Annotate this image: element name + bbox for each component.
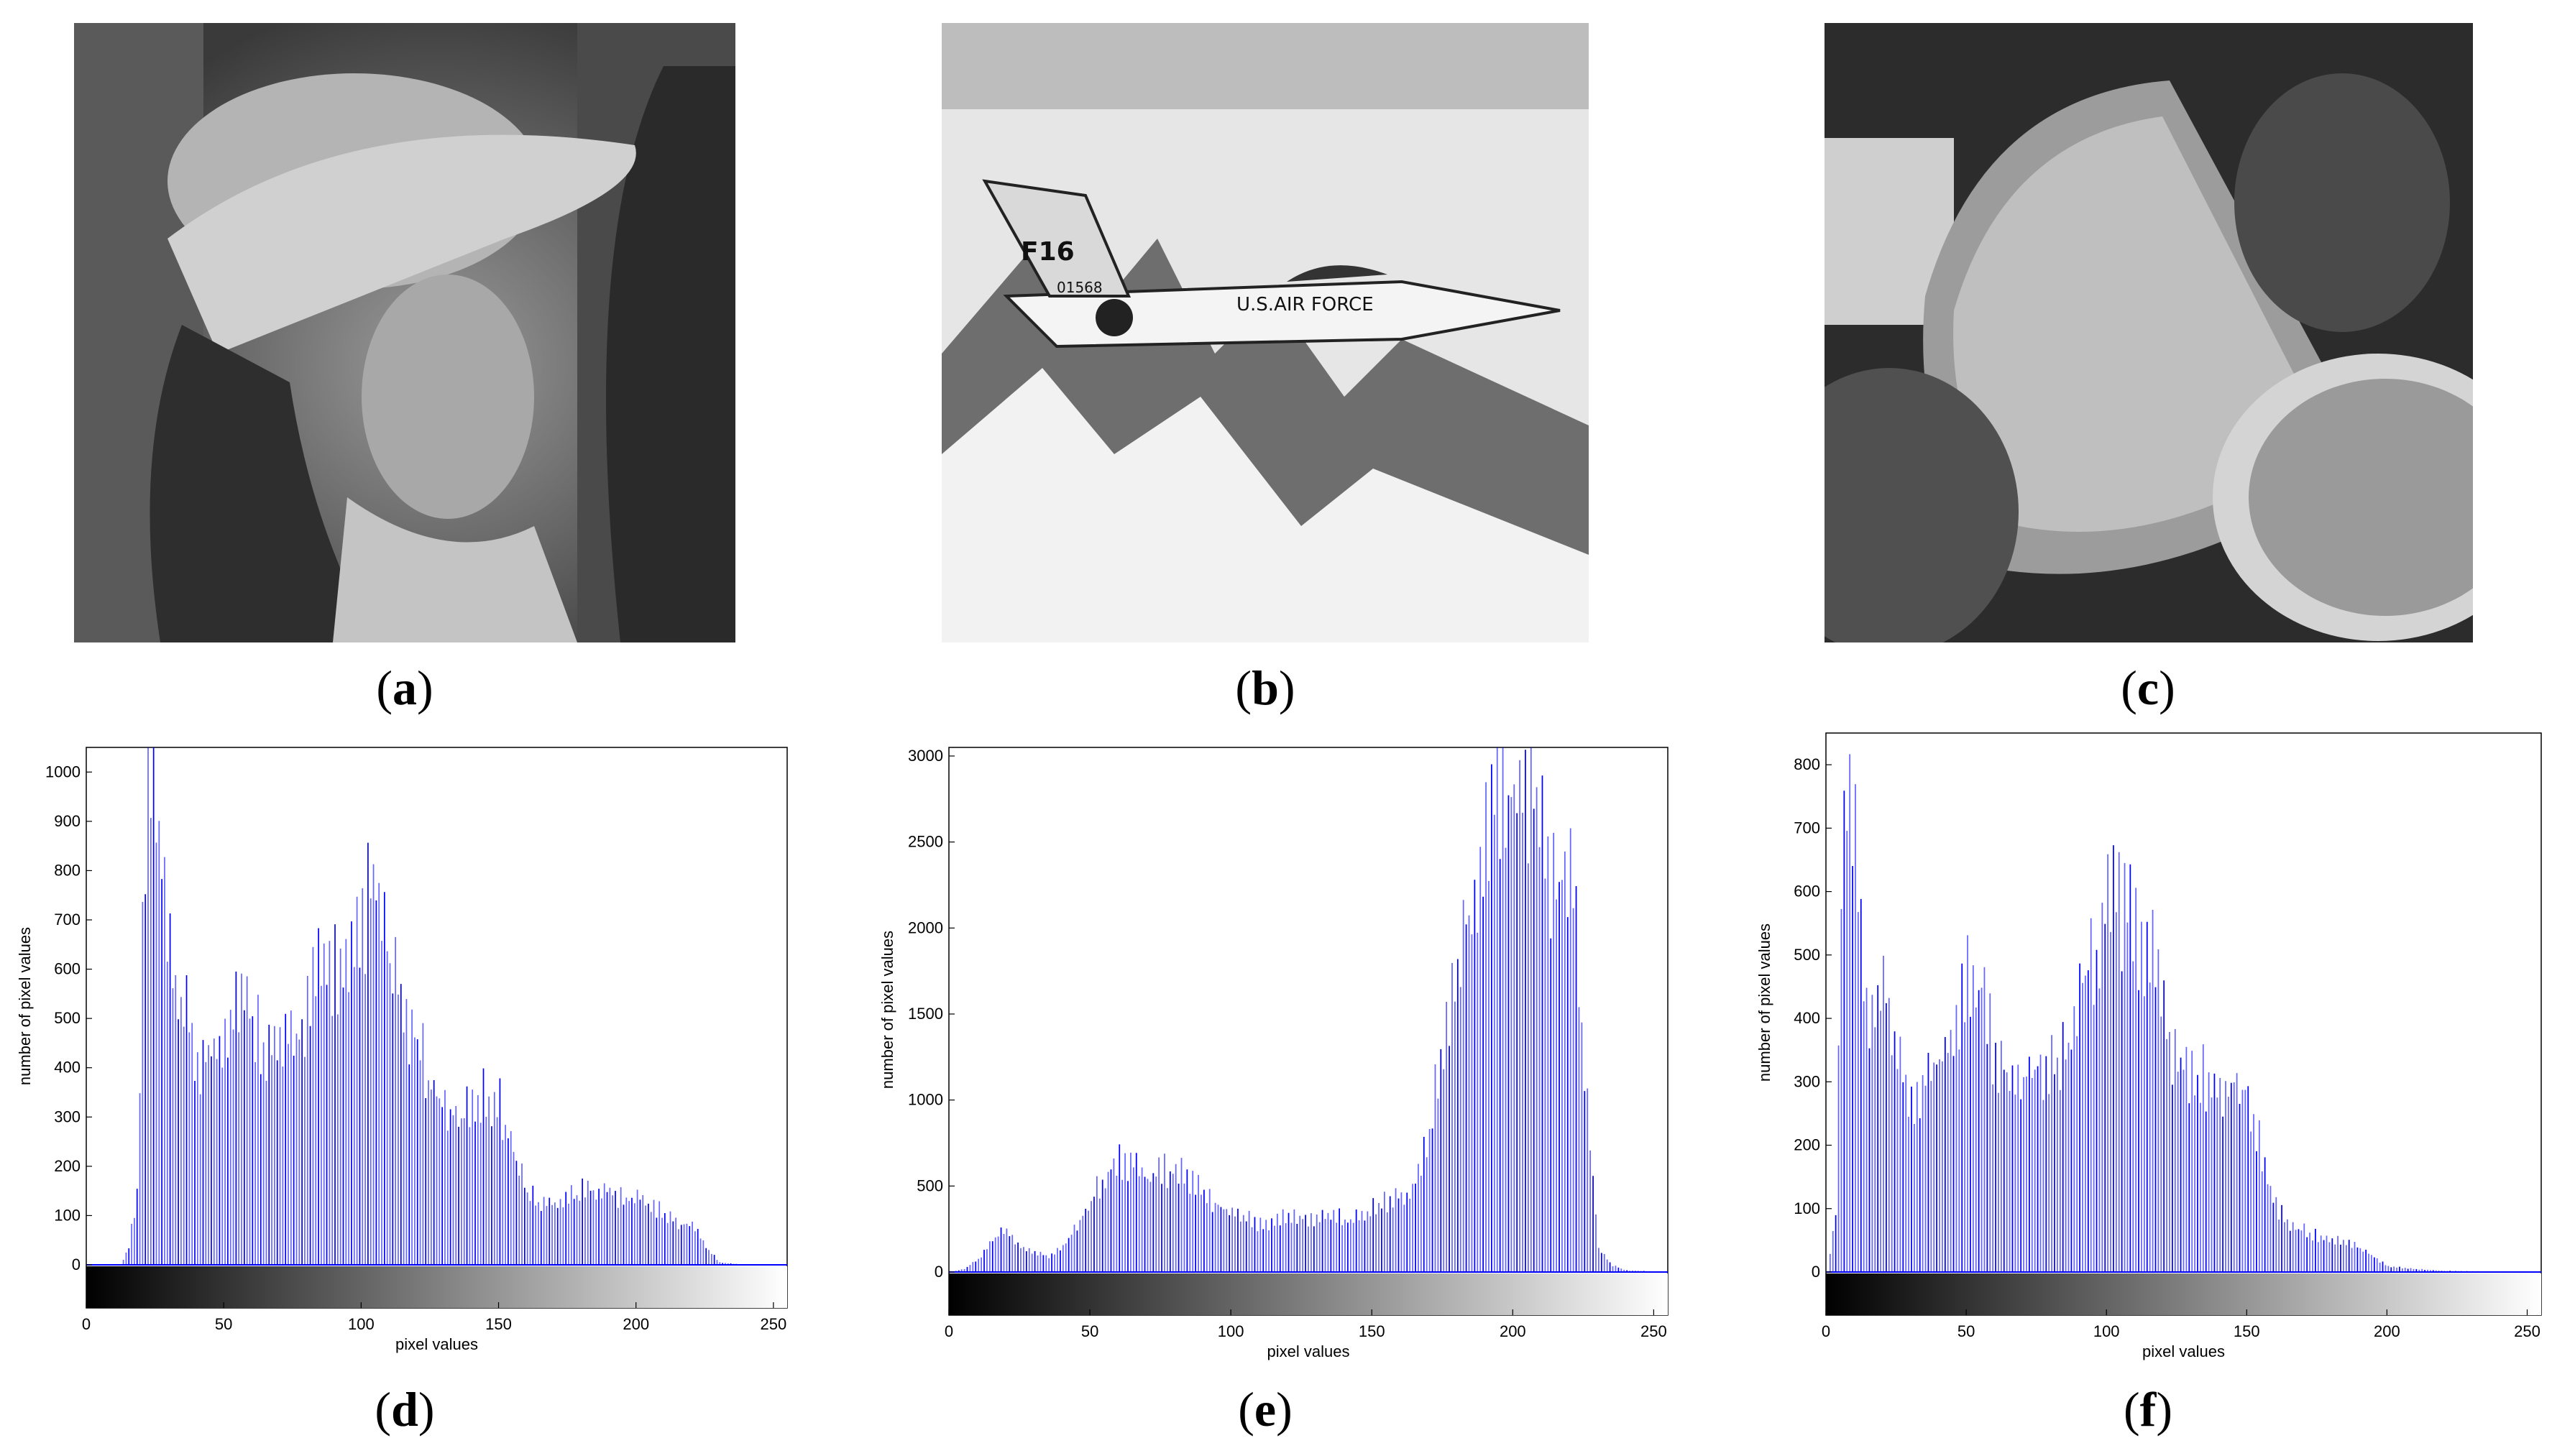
histogram-chart-e: 0 500 1000 1500 2000 2500 3000 0 50 100 150 200 250 p… — [863, 733, 1682, 1365]
y-tick-label: 3000 — [908, 747, 943, 765]
x-tick-label: 100 — [2093, 1322, 2120, 1340]
fruit-photo — [1825, 23, 2473, 642]
y-tick-label: 100 — [1794, 1199, 1820, 1217]
jet-tail-text: F16 — [1021, 237, 1075, 267]
y-tick-label: 600 — [1794, 883, 1820, 900]
y-tick-label: 600 — [54, 960, 81, 978]
panel-label-e: (e) — [1238, 1382, 1293, 1437]
x-tick-label: 50 — [1081, 1322, 1098, 1340]
panel-label-c: (c) — [2121, 660, 2175, 715]
y-tick-label: 200 — [54, 1157, 81, 1175]
y-tick-label: 2500 — [908, 833, 943, 851]
photo-panel-b: F16 01568 U.S.AIR FORCE — [942, 23, 1589, 642]
x-tick-label: 250 — [2514, 1322, 2540, 1340]
x-tick-label: 200 — [1500, 1322, 1526, 1340]
photo-panel-c — [1825, 23, 2473, 642]
y-tick-label: 400 — [54, 1059, 81, 1077]
x-tick-label: 0 — [82, 1315, 91, 1333]
panel-label-d: (d) — [375, 1382, 435, 1437]
y-tick-label: 1500 — [908, 1005, 943, 1023]
x-axis-title: pixel values — [2142, 1342, 2225, 1360]
panel-label-f: (f) — [2124, 1382, 2172, 1437]
x-tick-label: 150 — [485, 1315, 512, 1333]
histogram-bars — [122, 747, 745, 1265]
y-tick-label: 800 — [1794, 755, 1820, 773]
y-tick-label: 2000 — [908, 918, 943, 936]
portrait-photo — [74, 23, 735, 642]
jet-fuselage-text: U.S.AIR FORCE — [1236, 294, 1374, 315]
y-tick-label: 0 — [1812, 1263, 1820, 1281]
grayscale-colorbar — [1826, 1273, 2541, 1315]
y-tick-label: 900 — [54, 812, 81, 830]
y-tick-label: 700 — [1794, 819, 1820, 837]
x-tick-label: 0 — [945, 1322, 953, 1340]
y-axis-title: number of pixel values — [1755, 923, 1773, 1082]
y-axis-title: number of pixel values — [16, 927, 34, 1085]
grayscale-colorbar — [86, 1266, 787, 1308]
x-axis-title: pixel values — [1267, 1342, 1350, 1360]
histogram-bars — [1829, 754, 2540, 1272]
y-tick-label: 500 — [1794, 946, 1820, 964]
x-tick-label: 150 — [2234, 1322, 2260, 1340]
histogram-svg-d: 0 100 200 300 400 500 600 700 800 900 1000 0 50 100 15… — [16, 747, 788, 1353]
x-axis-title: pixel values — [395, 1335, 478, 1353]
x-tick-label: 50 — [1957, 1322, 1975, 1340]
x-tick-label: 100 — [348, 1315, 375, 1333]
y-tick-label: 1000 — [908, 1091, 943, 1109]
x-tick-label: 0 — [1822, 1322, 1830, 1340]
y-tick-label: 500 — [917, 1176, 943, 1194]
x-tick-label: 200 — [623, 1315, 649, 1333]
y-axis-title: number of pixel values — [878, 931, 896, 1089]
x-tick-label: 150 — [1359, 1322, 1385, 1340]
histogram-svg-e: 0 500 1000 1500 2000 2500 3000 0 50 100 150 200 250 p… — [878, 747, 1669, 1360]
photo-panel-a — [74, 23, 735, 642]
x-tick-label: 250 — [1640, 1322, 1667, 1340]
panel-label-a: (a) — [376, 660, 433, 715]
y-tick-label: 300 — [1794, 1072, 1820, 1090]
y-tick-label: 0 — [935, 1263, 943, 1281]
x-tick-label: 50 — [215, 1315, 232, 1333]
y-tick-label: 700 — [54, 911, 81, 929]
histogram-chart-d: 0 100 200 300 400 500 600 700 800 900 1000 0 50 100 15… — [0, 733, 798, 1365]
panel-label-b: (b) — [1235, 660, 1295, 715]
jet-photo: F16 01568 U.S.AIR FORCE — [942, 23, 1589, 642]
x-tick-label: 200 — [2374, 1322, 2400, 1340]
jet-serial-text: 01568 — [1057, 279, 1103, 296]
y-tick-label: 500 — [54, 1009, 81, 1027]
histogram-svg-f: 0 100 200 300 400 500 600 700 800 0 50 100 150 200 250… — [1755, 732, 2542, 1360]
y-tick-label: 1000 — [45, 762, 81, 780]
x-tick-label: 250 — [761, 1315, 787, 1333]
y-tick-label: 200 — [1794, 1136, 1820, 1154]
histogram-chart-f: 0 100 200 300 400 500 600 700 800 0 50 100 150 200 250… — [1740, 719, 2552, 1365]
y-tick-label: 100 — [54, 1206, 81, 1224]
y-tick-label: 400 — [1794, 1009, 1820, 1027]
grayscale-colorbar — [949, 1273, 1668, 1315]
x-tick-label: 100 — [1218, 1322, 1244, 1340]
y-tick-label: 800 — [54, 861, 81, 879]
y-tick-label: 0 — [72, 1255, 81, 1273]
y-tick-label: 300 — [54, 1107, 81, 1125]
